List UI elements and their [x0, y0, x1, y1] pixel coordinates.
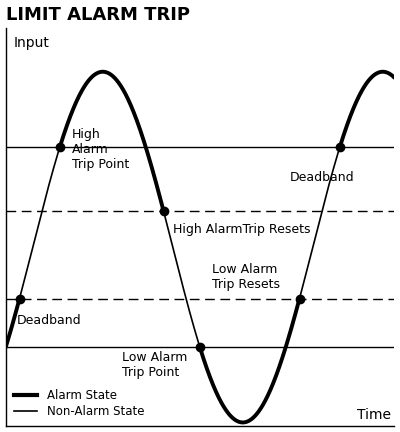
- Text: Input: Input: [13, 36, 49, 50]
- Text: LIMIT ALARM TRIP: LIMIT ALARM TRIP: [6, 6, 190, 24]
- Text: High
Alarm
Trip Point: High Alarm Trip Point: [72, 128, 129, 171]
- Text: Low Alarm
Trip Resets: Low Alarm Trip Resets: [212, 263, 280, 291]
- Text: Time: Time: [356, 409, 390, 422]
- Text: Low Alarm
Trip Point: Low Alarm Trip Point: [122, 351, 188, 379]
- Text: Deadband: Deadband: [17, 314, 82, 327]
- Text: High AlarmTrip Resets: High AlarmTrip Resets: [173, 222, 310, 236]
- Text: Deadband: Deadband: [290, 171, 354, 184]
- Legend: Alarm State, Non-Alarm State: Alarm State, Non-Alarm State: [12, 386, 147, 420]
